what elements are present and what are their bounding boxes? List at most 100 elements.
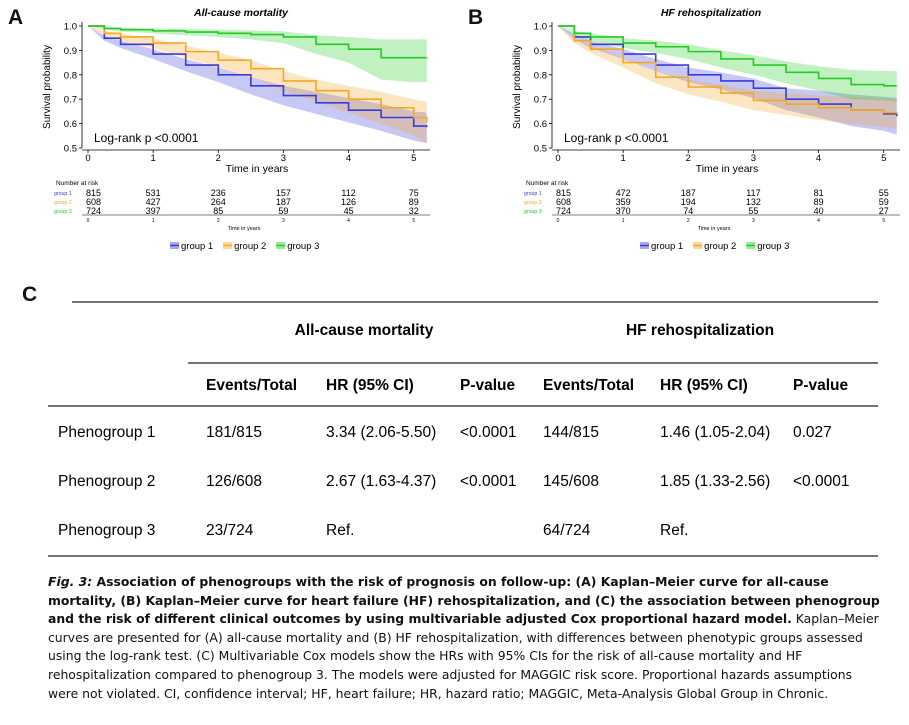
risk-row-label: group 2 [524,200,542,206]
risk-value: 45 [344,206,354,216]
table-cell: <0.0001 [460,424,516,441]
table-cell: Ref. [326,522,354,539]
ci-band-group-3 [88,26,427,83]
panel-label-c: C [22,283,38,306]
y-tick-label: 0.8 [534,70,547,81]
risk-row-label: group 1 [524,191,542,197]
risk-value: 264 [211,197,226,207]
y-tick-label: 0.8 [64,70,77,81]
km-line-group-2 [88,25,428,123]
risk-tick-label: 4 [817,218,820,224]
log-rank-annotation: Log-rank p <0.0001 [94,131,199,145]
x-tick-label: 3 [751,153,756,164]
x-tick-label: 5 [411,153,416,164]
risk-value: 117 [746,188,760,198]
risk-value: 85 [213,206,223,216]
table-cell: 1.46 (1.05-2.04) [660,424,770,441]
ci-band-group-2 [558,26,897,129]
table-cell: 1.85 (1.33-2.56) [660,473,770,490]
x-tick-label: 3 [281,153,286,164]
risk-tick-label: 2 [687,218,690,224]
table-cell: 126/608 [206,473,262,490]
table-cell: 3.34 (2.06-5.50) [326,424,436,441]
risk-value: 126 [341,197,356,207]
risk-tick-label: 0 [87,218,90,224]
x-tick-label: 4 [816,153,821,164]
chart-title: HF rehospitalization [661,7,761,19]
km-line-group-2 [558,25,898,114]
risk-value: 157 [276,188,291,198]
risk-value: 75 [409,188,419,198]
risk-value: 59 [879,197,889,207]
risk-value: 472 [616,188,631,198]
y-tick-label: 0.7 [534,95,547,106]
risk-value: 194 [681,197,696,207]
x-axis-label: Time in years [226,163,289,175]
x-tick-label: 1 [620,153,625,164]
km-chart-hf-rehospitalization: HF rehospitalization 0.5 0.6 0.7 0.8 0.9 1.0 0 1… [512,7,900,252]
km-line-group-3 [558,25,897,87]
ci-band-group-1 [88,26,427,144]
risk-value: 89 [409,197,419,207]
legend-label: group 3 [757,241,789,252]
column-header: HR (95% CI) [660,377,748,394]
ci-band-group-3 [558,26,897,102]
table-cell: 144/815 [543,424,599,441]
risk-tick-label: 1 [622,218,625,224]
group-header: All-cause mortality [295,322,434,339]
risk-value: 724 [86,206,101,216]
risk-row-label: group 2 [54,200,72,206]
legend-item: group 1 [170,241,213,252]
x-tick-label: 1 [150,153,155,164]
risk-x-label: Time in years [698,226,731,232]
risk-value: 236 [211,188,226,198]
y-tick-label: 0.9 [534,46,547,57]
y-tick-label: 0.7 [64,95,77,106]
y-tick-label: 1.0 [64,22,77,33]
table-cell: 2.67 (1.63-4.37) [326,473,436,490]
table-cell: Phenogroup 2 [58,473,155,490]
y-tick-label: 1.0 [534,22,547,33]
risk-value: 112 [341,188,355,198]
table-cell: <0.0001 [793,473,849,490]
risk-x-label: Time in years [228,226,261,232]
table-cell: 0.027 [793,424,832,441]
risk-tick-label: 4 [347,218,350,224]
y-tick-label: 0.6 [534,119,547,130]
risk-value: 187 [681,188,696,198]
risk-value: 55 [748,206,758,216]
legend-item: group 3 [276,241,319,252]
table-cell: 181/815 [206,424,262,441]
y-tick-label: 0.5 [64,144,77,155]
risk-value: 59 [278,206,288,216]
x-tick-label: 0 [85,153,90,164]
km-line-group-1 [88,25,428,128]
log-rank-annotation: Log-rank p <0.0001 [564,131,669,145]
risk-value: 815 [556,188,571,198]
legend-item: group 3 [746,241,789,252]
y-axis-label: Survival probability [512,45,523,129]
legend-label: group 2 [704,241,736,252]
y-tick-label: 0.5 [534,144,547,155]
risk-value: 40 [814,206,824,216]
panel-label-a: A [8,6,24,29]
legend-label: group 2 [234,241,266,252]
risk-tick-label: 5 [882,218,885,224]
table-cell: 145/608 [543,473,599,490]
legend-item: group 1 [640,241,683,252]
x-axis-label: Time in years [696,163,759,175]
panel-label-b: B [468,6,484,29]
risk-value: 815 [86,188,101,198]
x-tick-label: 4 [346,153,351,164]
column-header: P-value [793,377,849,394]
risk-row-label: group 3 [524,209,542,215]
risk-value: 359 [616,197,631,207]
risk-table-title: Number at risk [526,180,569,187]
legend-label: group 1 [181,241,213,252]
risk-value: 531 [146,188,161,198]
table-cell: 23/724 [206,522,254,539]
risk-value: 27 [879,206,889,216]
km-line-group-3 [88,25,427,59]
risk-value: 55 [879,188,889,198]
x-tick-label: 0 [555,153,560,164]
